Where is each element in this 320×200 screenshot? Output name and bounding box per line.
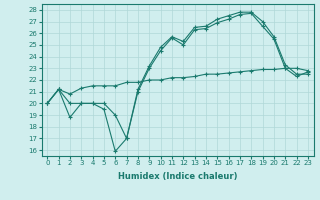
X-axis label: Humidex (Indice chaleur): Humidex (Indice chaleur) (118, 172, 237, 181)
